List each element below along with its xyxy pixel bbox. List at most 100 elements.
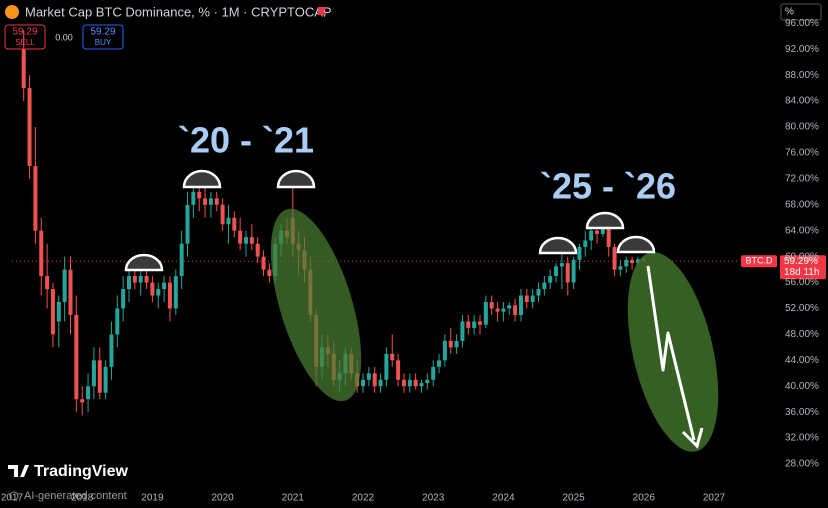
- symbol-tag-box: [741, 255, 777, 268]
- x-tick-label: 2024: [492, 493, 515, 504]
- ai-note: AI-generated content: [24, 490, 127, 502]
- candle-body: [203, 198, 208, 205]
- candle-body: [513, 305, 518, 315]
- candle-body: [466, 321, 471, 328]
- candle-body: [68, 269, 73, 315]
- y-tick-label: 32.00%: [785, 433, 819, 444]
- y-tick-label: 40.00%: [785, 381, 819, 392]
- candle-body: [413, 379, 418, 387]
- candle-body: [249, 237, 254, 244]
- sell-label: SELL: [15, 38, 35, 47]
- candle-body: [103, 366, 108, 393]
- domes: [124, 169, 656, 272]
- candle-body: [542, 282, 547, 290]
- flag-icon[interactable]: [318, 7, 327, 15]
- scale-button[interactable]: [780, 3, 822, 21]
- candle-body: [197, 191, 202, 199]
- candle-body: [425, 379, 430, 384]
- candle-body: [80, 399, 85, 403]
- candle-body: [454, 340, 459, 348]
- candle-body: [138, 276, 143, 283]
- x-tick-label: 2025: [562, 493, 585, 504]
- chart-title: Market Cap BTC Dominance, % · 1M · CRYPT…: [25, 4, 332, 19]
- candle-body: [635, 259, 640, 264]
- candle-body: [437, 360, 442, 367]
- candle-body: [431, 366, 436, 380]
- candle-body: [162, 282, 167, 290]
- candle-body: [62, 269, 67, 303]
- candle-body: [238, 230, 243, 244]
- x-tick-label: 2022: [352, 493, 375, 504]
- candle-body: [185, 204, 190, 244]
- candle-body: [21, 49, 26, 89]
- symbol-tag: BTC.D: [746, 256, 774, 266]
- x-tick-label: 2020: [211, 493, 234, 504]
- candle-body: [261, 256, 266, 270]
- candle-body: [150, 282, 155, 296]
- candle-body: [536, 289, 541, 296]
- candle-body: [577, 246, 582, 260]
- x-tick-label: 2027: [703, 493, 726, 504]
- y-tick-label: 68.00%: [785, 199, 819, 210]
- sell-button[interactable]: [4, 24, 46, 50]
- dome: [585, 211, 625, 230]
- dome: [616, 235, 656, 254]
- candle-body: [407, 379, 412, 387]
- candle-body: [244, 237, 248, 244]
- candle-body: [74, 314, 79, 400]
- candle-body: [232, 217, 237, 231]
- y-tick-label: 96.00%: [785, 18, 819, 29]
- dome: [276, 169, 316, 189]
- candle-body: [50, 289, 55, 335]
- candle-body: [442, 340, 447, 361]
- annotation: `20 - `21: [178, 120, 314, 161]
- buy-button[interactable]: [82, 24, 124, 50]
- candle-body: [156, 289, 161, 296]
- y-tick-label: 44.00%: [785, 355, 819, 366]
- ai-icon: [9, 491, 19, 501]
- candle-body: [127, 276, 131, 290]
- candle-body: [589, 230, 594, 241]
- logo-icon: [8, 465, 29, 477]
- candle-body: [173, 276, 178, 309]
- candle-body: [39, 230, 44, 277]
- candle-body: [396, 360, 401, 380]
- candle-body: [86, 386, 91, 400]
- candle-body: [109, 334, 114, 367]
- candle-body: [460, 321, 465, 341]
- candle-body: [97, 360, 102, 393]
- candle-body: [144, 276, 149, 283]
- candle-body: [208, 198, 213, 205]
- candle-body: [91, 360, 96, 387]
- dome: [124, 253, 164, 272]
- scale-button-label: %: [785, 7, 794, 18]
- y-tick-label: 48.00%: [785, 329, 819, 340]
- candle-body: [115, 308, 120, 335]
- candle-body: [45, 276, 50, 290]
- candle-body: [419, 383, 424, 387]
- annotation: `25 - `26: [540, 166, 676, 207]
- candle-body: [255, 243, 260, 257]
- candle-body: [121, 289, 126, 309]
- candle-body: [56, 302, 61, 322]
- y-tick-label: 72.00%: [785, 174, 819, 185]
- candle-body: [191, 191, 196, 205]
- candle-body: [361, 379, 365, 387]
- x-tick-label: 2017: [1, 493, 24, 504]
- candle-body: [372, 373, 377, 387]
- candle-body: [132, 276, 137, 283]
- candle-body: [612, 246, 617, 270]
- candle-body: [559, 263, 564, 267]
- candle-body: [472, 321, 477, 328]
- y-tick-label: 36.00%: [785, 407, 819, 418]
- candle-body: [501, 308, 506, 312]
- countdown: 18d 11h: [784, 267, 819, 278]
- y-tick-label: 92.00%: [785, 44, 819, 55]
- candle-body: [448, 340, 453, 348]
- candle-body: [483, 302, 488, 325]
- candle-body: [507, 305, 512, 309]
- candle-body: [518, 295, 523, 315]
- candle-body: [267, 269, 272, 277]
- x-tick-label: 2023: [422, 493, 445, 504]
